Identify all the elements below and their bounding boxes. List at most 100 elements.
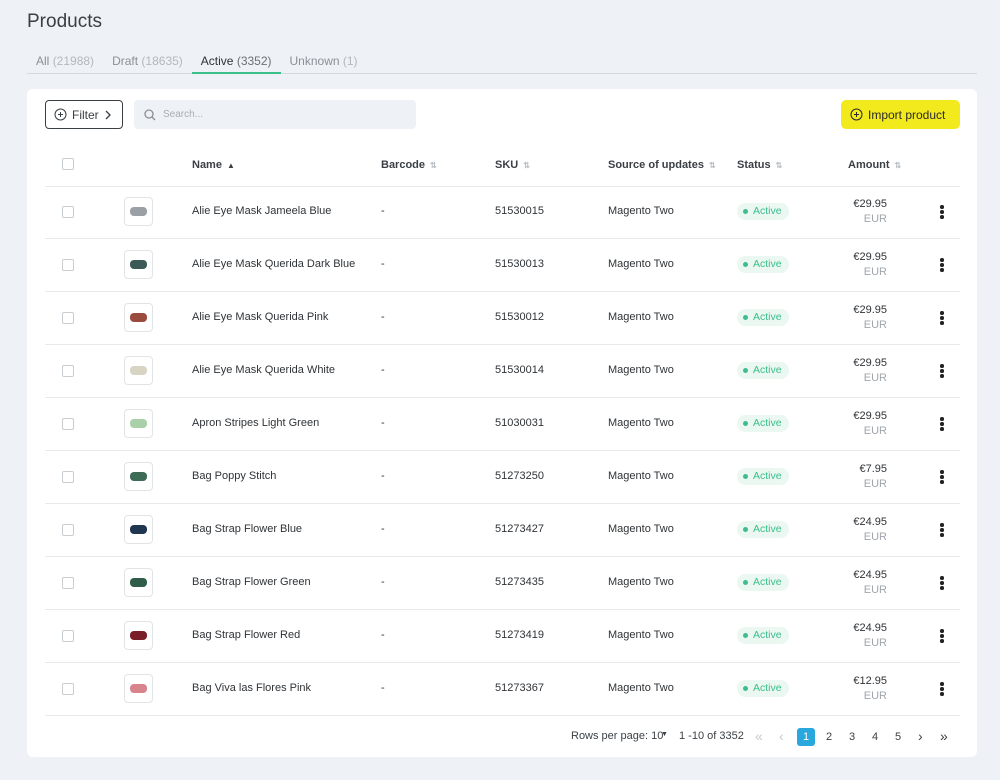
source: Magento Two	[608, 576, 674, 588]
status-label: Active	[753, 576, 782, 588]
column-header[interactable]: Status ⇅	[737, 159, 782, 171]
row-menu[interactable]	[940, 417, 944, 432]
tab[interactable]: All (21988)	[27, 46, 103, 74]
amount: €29.95 EUR	[827, 409, 887, 439]
thumbnail-shape	[130, 207, 147, 216]
product-name: Bag Strap Flower Red	[192, 629, 301, 641]
product-thumbnail	[124, 197, 153, 226]
sku: 51273419	[495, 629, 544, 641]
status-badge: Active	[737, 627, 789, 644]
status-dot	[743, 580, 748, 585]
column-header[interactable]: Barcode ⇅	[381, 159, 437, 171]
page-number[interactable]: 2	[825, 731, 833, 743]
status-badge: Active	[737, 574, 789, 591]
select-all-checkbox[interactable]	[62, 158, 74, 170]
search-input[interactable]: Search...	[134, 100, 416, 129]
barcode: -	[381, 629, 385, 641]
column-header[interactable]: Amount ⇅	[848, 159, 901, 171]
page-number[interactable]: 3	[848, 731, 856, 743]
row-checkbox[interactable]	[62, 418, 74, 430]
page-number[interactable]: 1	[797, 728, 815, 746]
column-header[interactable]: Source of updates ⇅	[608, 159, 716, 171]
product-thumbnail	[124, 303, 153, 332]
row-checkbox[interactable]	[62, 206, 74, 218]
row-menu[interactable]	[940, 470, 944, 485]
status-label: Active	[753, 470, 782, 482]
status-badge: Active	[737, 362, 789, 379]
sku: 51530013	[495, 258, 544, 270]
amount: €12.95 EUR	[827, 674, 887, 704]
row-menu[interactable]	[940, 311, 944, 326]
sku: 51273435	[495, 576, 544, 588]
row-checkbox[interactable]	[62, 259, 74, 271]
page-number[interactable]: 4	[871, 731, 879, 743]
price: €29.95	[853, 357, 887, 369]
import-button[interactable]: Import product	[841, 100, 960, 129]
page-number[interactable]: 5	[894, 731, 902, 743]
row-checkbox[interactable]	[62, 312, 74, 324]
status-badge: Active	[737, 680, 789, 697]
next-page[interactable]: ›	[918, 728, 923, 744]
currency: EUR	[863, 531, 887, 543]
status-label: Active	[753, 205, 782, 217]
thumbnail-shape	[130, 260, 147, 269]
source: Magento Two	[608, 682, 674, 694]
row-menu[interactable]	[940, 629, 944, 644]
sku: 51273427	[495, 523, 544, 535]
first-page[interactable]: «	[755, 728, 763, 744]
row-menu[interactable]	[940, 364, 944, 379]
currency: EUR	[863, 637, 887, 649]
menu-dot	[940, 321, 944, 325]
menu-dot	[940, 480, 944, 484]
menu-dot	[940, 523, 944, 527]
row-checkbox[interactable]	[62, 577, 74, 589]
sort-icon: ⇅	[894, 161, 902, 170]
row-menu[interactable]	[940, 682, 944, 697]
product-name: Bag Viva las Flores Pink	[192, 682, 312, 694]
column-title: Barcode	[381, 159, 426, 171]
dropdown-caret: ▼	[661, 731, 668, 738]
status-badge: Active	[737, 309, 789, 326]
column-title: Name	[192, 159, 222, 171]
filter-button[interactable]: Filter	[45, 100, 123, 129]
column-title: SKU	[495, 159, 519, 171]
row-checkbox[interactable]	[62, 471, 74, 483]
price: €29.95	[853, 410, 887, 422]
price: €29.95	[853, 198, 887, 210]
rows-per-page[interactable]: Rows per page: 10	[571, 730, 664, 742]
menu-dot	[940, 586, 944, 590]
row-checkbox[interactable]	[62, 365, 74, 377]
plus-icon	[850, 108, 863, 121]
status-badge: Active	[737, 203, 789, 220]
column-header[interactable]: Name ▲	[192, 159, 235, 171]
row-menu[interactable]	[940, 523, 944, 538]
prev-page[interactable]: ‹	[779, 728, 784, 744]
row-menu[interactable]	[940, 576, 944, 591]
row-menu[interactable]	[940, 258, 944, 273]
thumbnail-shape	[130, 631, 147, 640]
row-divider	[45, 450, 960, 451]
tab[interactable]: Draft (18635)	[103, 46, 192, 74]
row-checkbox[interactable]	[62, 683, 74, 695]
thumbnail-shape	[130, 525, 147, 534]
column-header[interactable]: SKU ⇅	[495, 159, 530, 171]
menu-dot	[940, 258, 944, 262]
tabs: All (21988) Draft (18635) Active (3352) Unk…	[27, 46, 977, 74]
menu-dot	[940, 364, 944, 368]
product-thumbnail	[124, 515, 153, 544]
tab[interactable]: Active (3352)	[191, 46, 281, 74]
menu-dot	[940, 369, 944, 373]
barcode: -	[381, 417, 385, 429]
row-checkbox[interactable]	[62, 630, 74, 642]
chevron	[105, 110, 111, 119]
last-page[interactable]: »	[940, 728, 948, 744]
menu-dot	[940, 528, 944, 532]
row-checkbox[interactable]	[62, 524, 74, 536]
row-menu[interactable]	[940, 205, 944, 220]
import-label: Import product	[868, 107, 946, 122]
price: €12.95	[853, 675, 887, 687]
product-name: Alie Eye Mask Querida Dark Blue	[192, 258, 356, 270]
tab-label: Draft	[112, 54, 139, 68]
thumbnail-shape	[130, 472, 147, 481]
tab[interactable]: Unknown (1)	[281, 46, 367, 74]
